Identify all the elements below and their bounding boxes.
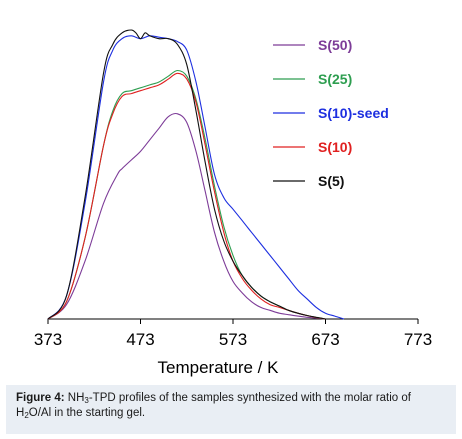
x-tick-label: 673: [311, 330, 339, 349]
series-lines: [47, 29, 345, 320]
x-tick-label: 573: [219, 330, 247, 349]
legend-label: S(10)-seed: [318, 105, 389, 121]
legend-label: S(50): [318, 37, 352, 53]
chart: 373 473 573 673 773 S(50) S(25) S(10)-seed S(10…: [34, 29, 432, 377]
x-tick-label: 773: [404, 330, 432, 349]
figure-caption: Figure 4: NH3-TPD profiles of the sample…: [6, 385, 456, 434]
x-axis-title: Temperature / K: [158, 358, 280, 377]
legend: S(50) S(25) S(10)-seed S(10) S(5): [273, 37, 389, 189]
series-line-s-5: [47, 29, 326, 320]
caption-sub-a: 3: [84, 396, 89, 405]
caption-label: Figure 4:: [16, 392, 65, 404]
x-axis-ticks: 373 473 573 673 773: [34, 319, 432, 349]
caption-text-a: NH: [67, 392, 85, 404]
series-line-s-10-seed: [47, 35, 345, 320]
series-line-s-10: [47, 72, 326, 320]
legend-label: S(5): [318, 173, 344, 189]
caption-text-c: O/Al in the starting gel.: [28, 407, 146, 419]
legend-label: S(25): [318, 71, 352, 87]
caption-sub-b: 2: [24, 411, 29, 420]
caption-text-b: -TPD profiles of the samples synthesized…: [16, 392, 411, 419]
x-tick-label: 473: [126, 330, 154, 349]
series-line-s-50: [47, 112, 326, 320]
series-line-s-25: [47, 69, 326, 320]
x-tick-label: 373: [34, 330, 62, 349]
legend-label: S(10): [318, 139, 352, 155]
